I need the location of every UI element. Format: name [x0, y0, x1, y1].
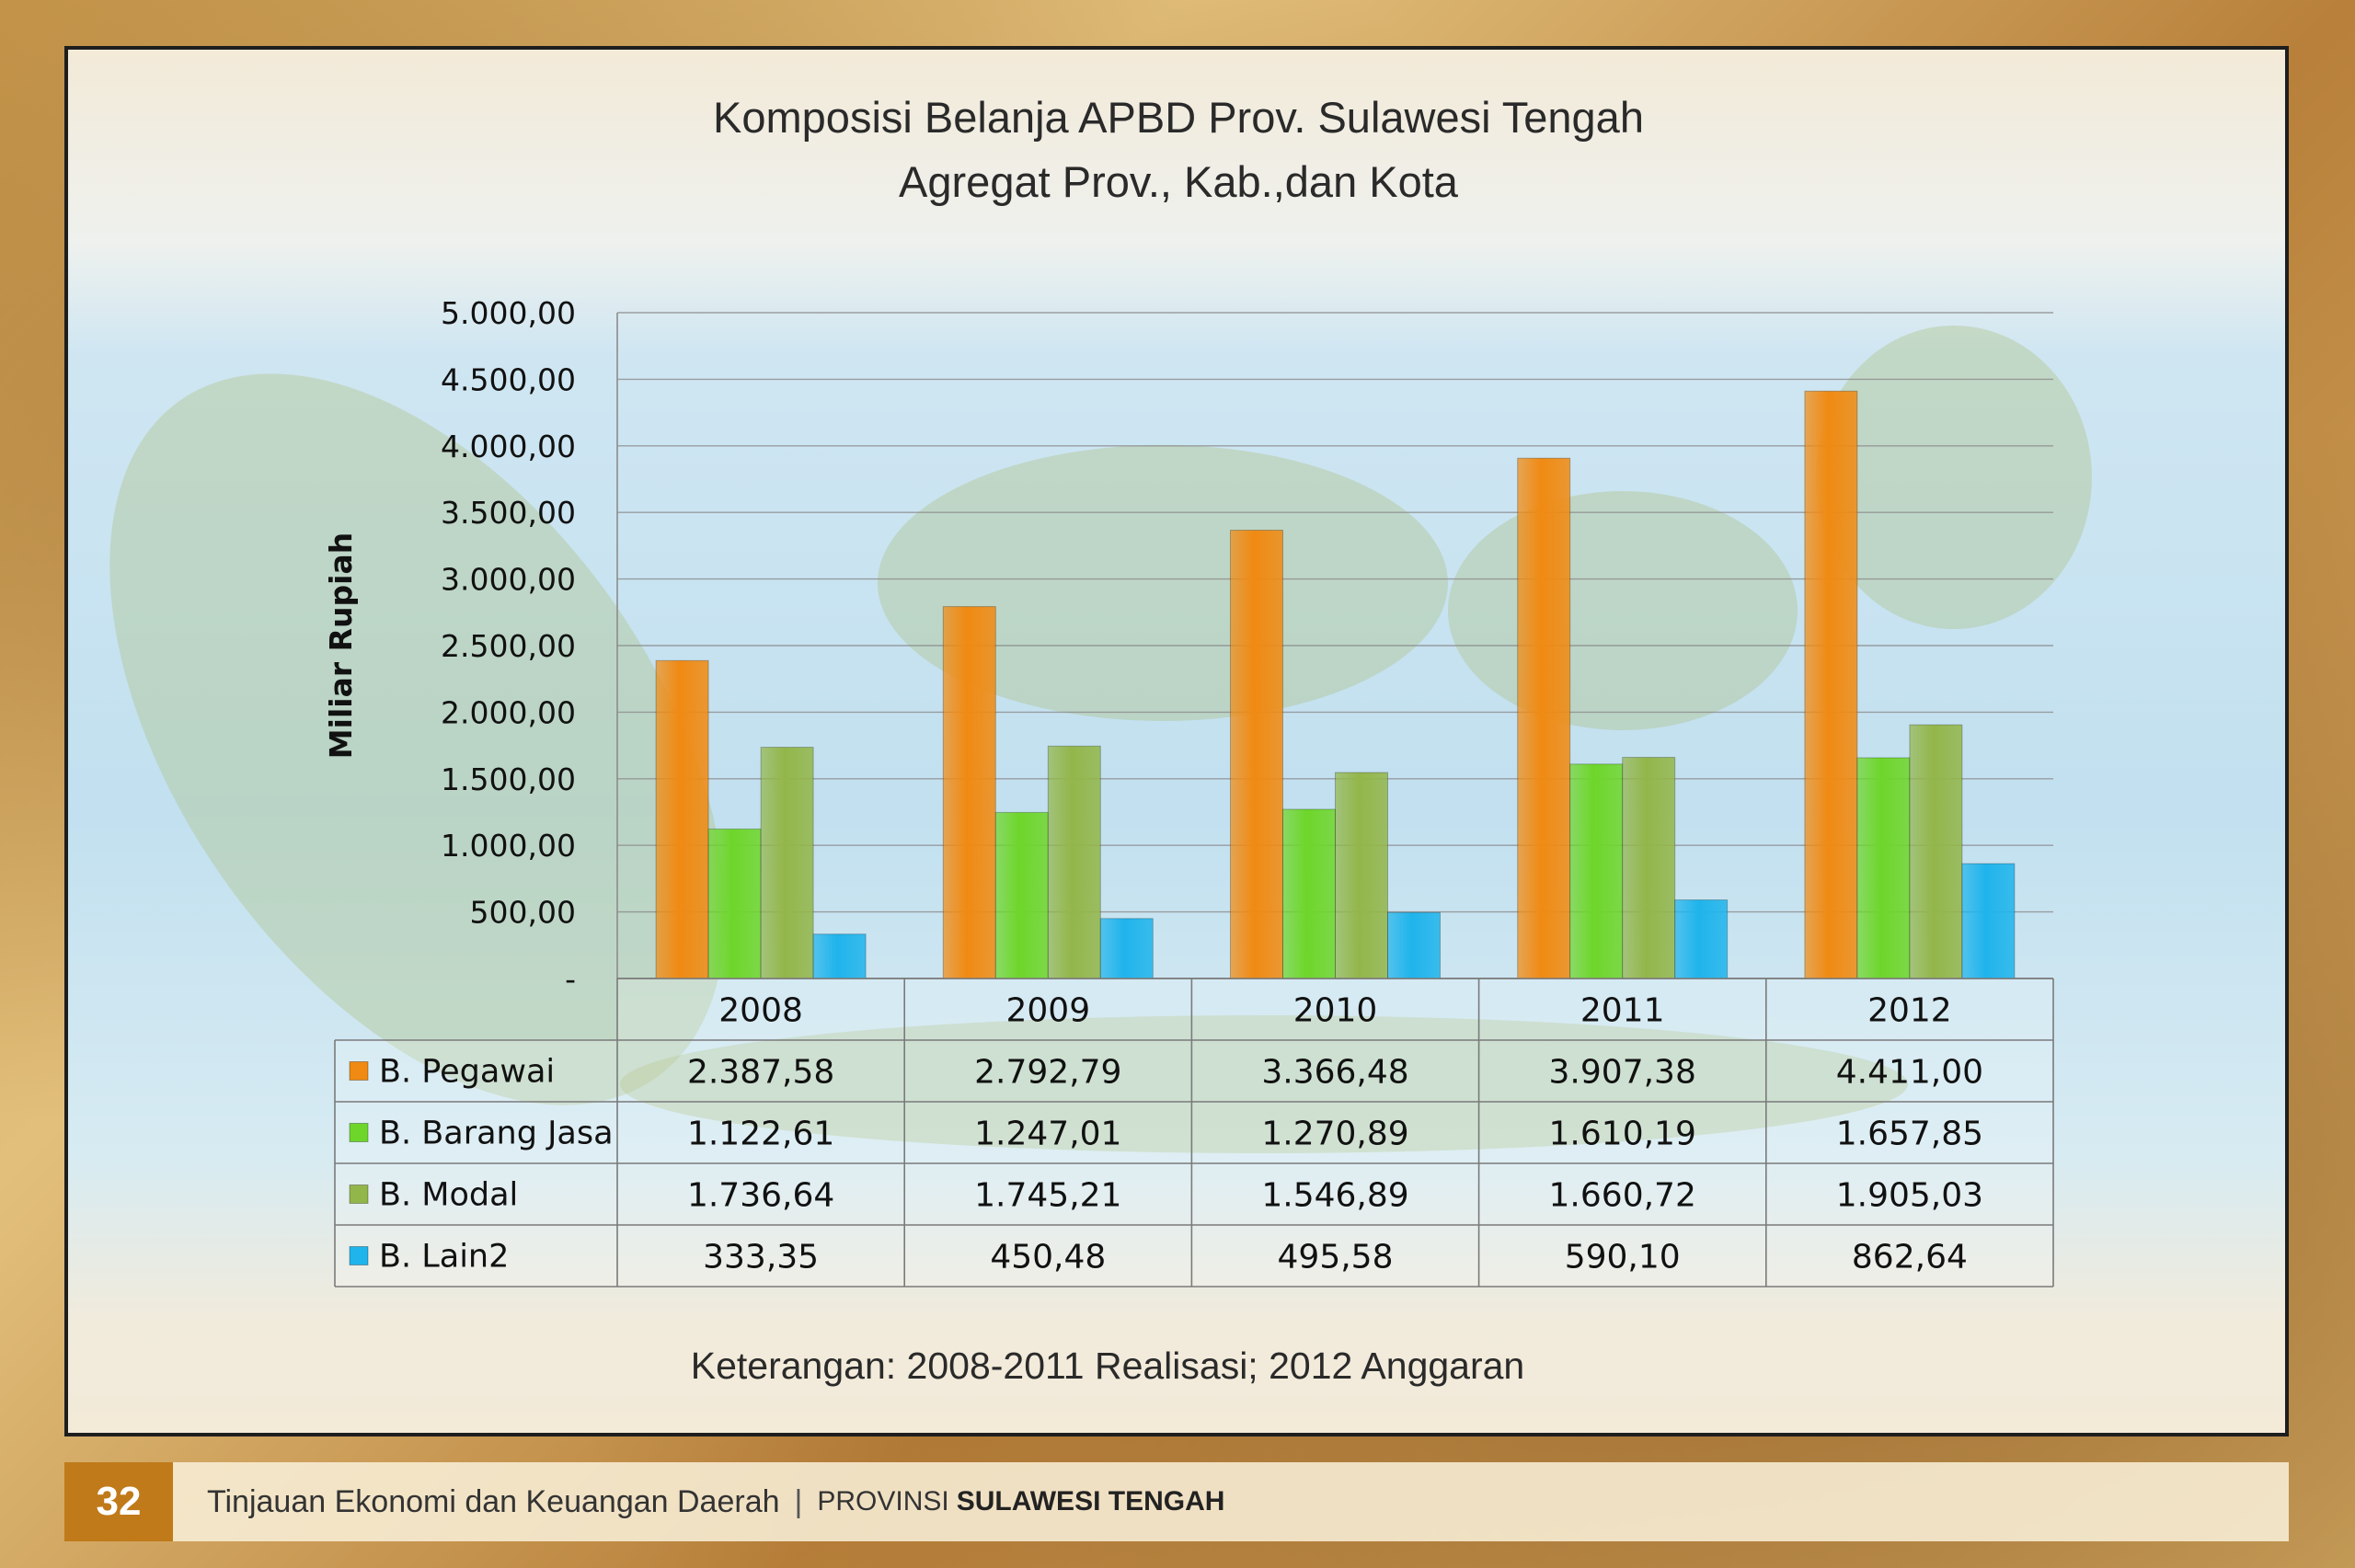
y-tick-label: 3.500,00 — [441, 495, 576, 531]
bar-b-lain2-2009 — [1099, 918, 1154, 979]
bar-b-modal-2011 — [1622, 757, 1676, 979]
y-tick-label: 500,00 — [470, 895, 576, 931]
legend-swatch — [349, 1061, 369, 1081]
legend-swatch — [349, 1185, 369, 1204]
bar-b-pegawai-2010 — [1230, 530, 1283, 979]
table-cell-value: 333,35 — [703, 1239, 819, 1276]
table-cell-value: 862,64 — [1852, 1239, 1968, 1276]
y-tick-label: - — [565, 961, 576, 997]
x-tick-label: 2009 — [1005, 992, 1090, 1030]
bar-b-lain2-2012 — [1961, 863, 2016, 979]
table-cell-value: 495,58 — [1278, 1239, 1394, 1276]
data-table: 2008 2009 2010 2011 2012 B. Pegawai 2.387,58 2.… — [334, 978, 2054, 1288]
bar-b-pegawai-2009 — [942, 606, 996, 979]
bar-b-barang-jasa-2012 — [1856, 757, 1911, 979]
y-tick-label: 1.000,00 — [441, 828, 576, 864]
table-cell-value: 1.905,03 — [1836, 1177, 1983, 1215]
x-tick-label: 2011 — [1580, 992, 1665, 1030]
table-cell-value: 590,10 — [1565, 1239, 1681, 1276]
table-cell-value: 1.122,61 — [687, 1116, 834, 1153]
y-tick-label: 2.000,00 — [441, 694, 576, 730]
chart-panel: Komposisi Belanja APBD Prov. Sulawesi Te… — [64, 46, 2289, 1436]
table-cell-value: 1.745,21 — [974, 1177, 1121, 1215]
bar-b-lain2-2008 — [812, 933, 867, 979]
y-axis-ticks: - 500,00 1.000,00 1.500,00 2.000,00 2.500,00 3… — [441, 295, 576, 997]
chart-subtitle: Agregat Prov., Kab.,dan Kota — [899, 157, 1459, 206]
table-cell-value: 1.660,72 — [1549, 1177, 1696, 1215]
table-cell-value: 1.610,19 — [1549, 1116, 1696, 1153]
footer-caption: Tinjauan Ekonomi dan Keuangan Daerah | P… — [207, 1462, 1224, 1541]
x-tick-label: 2012 — [1867, 992, 1952, 1030]
bar-b-pegawai-2012 — [1804, 390, 1858, 979]
province-name: SULAWESI TENGAH — [956, 1486, 1225, 1516]
publication-title: Tinjauan Ekonomi dan Keuangan Daerah — [207, 1483, 780, 1519]
table-cell-value: 1.736,64 — [687, 1177, 834, 1215]
legend-label: B. Barang Jasa — [379, 1116, 614, 1152]
y-tick-label: 3.000,00 — [441, 562, 576, 598]
legend-swatch — [349, 1246, 369, 1265]
page-footer: 32 Tinjauan Ekonomi dan Keuangan Daerah … — [64, 1462, 2289, 1541]
y-tick-label: 5.000,00 — [441, 295, 576, 331]
x-tick-label: 2010 — [1293, 992, 1378, 1030]
bars — [655, 390, 2016, 979]
chart-title: Komposisi Belanja APBD Prov. Sulawesi Te… — [713, 93, 1644, 142]
table-cell-value: 1.657,85 — [1836, 1116, 1983, 1153]
table-cell-value: 1.546,89 — [1261, 1177, 1408, 1215]
bar-b-barang-jasa-2008 — [707, 828, 762, 979]
gridlines — [616, 312, 2053, 979]
province-prefix: PROVINSI — [817, 1486, 949, 1516]
bar-b-pegawai-2011 — [1517, 457, 1571, 979]
table-header-bg — [617, 979, 2053, 1040]
bar-b-barang-jasa-2009 — [994, 811, 1049, 979]
table-cell-value: 4.411,00 — [1836, 1054, 1983, 1092]
legend-label: B. Pegawai — [379, 1054, 555, 1091]
table-cell-value: 1.270,89 — [1261, 1116, 1408, 1153]
legend-swatch — [349, 1123, 369, 1142]
chart-note: Keterangan: 2008-2011 Realisasi; 2012 An… — [691, 1345, 1524, 1387]
y-axis-label: Miliar Rupiah — [323, 532, 359, 759]
table-cell-value: 2.792,79 — [974, 1054, 1121, 1092]
bar-b-pegawai-2008 — [655, 659, 709, 979]
bar-b-modal-2008 — [760, 747, 814, 979]
table-cell-value: 1.247,01 — [974, 1116, 1121, 1153]
table-cell-value: 3.366,48 — [1261, 1054, 1408, 1092]
bar-b-modal-2009 — [1047, 745, 1101, 979]
bar-b-modal-2012 — [1909, 724, 1963, 979]
bar-b-lain2-2010 — [1387, 911, 1441, 979]
table-cell-value: 2.387,58 — [687, 1054, 834, 1092]
x-tick-label: 2008 — [718, 992, 803, 1030]
y-tick-label: 1.500,00 — [441, 761, 576, 797]
y-tick-label: 4.000,00 — [441, 429, 576, 464]
table-cell-value: 3.907,38 — [1549, 1054, 1696, 1092]
bar-b-barang-jasa-2011 — [1569, 763, 1624, 979]
bar-b-modal-2010 — [1335, 772, 1388, 979]
y-tick-label: 2.500,00 — [441, 628, 576, 664]
page-number: 32 — [64, 1462, 173, 1541]
legend-label: B. Modal — [379, 1177, 518, 1214]
legend-label: B. Lain2 — [379, 1239, 509, 1276]
y-tick-label: 4.500,00 — [441, 361, 576, 397]
footer-separator: | — [794, 1483, 803, 1519]
bar-chart: Komposisi Belanja APBD Prov. Sulawesi Te… — [323, 93, 2054, 1387]
table-cell-value: 450,48 — [990, 1239, 1106, 1276]
bar-b-lain2-2011 — [1674, 899, 1729, 979]
bar-b-barang-jasa-2010 — [1282, 808, 1336, 979]
